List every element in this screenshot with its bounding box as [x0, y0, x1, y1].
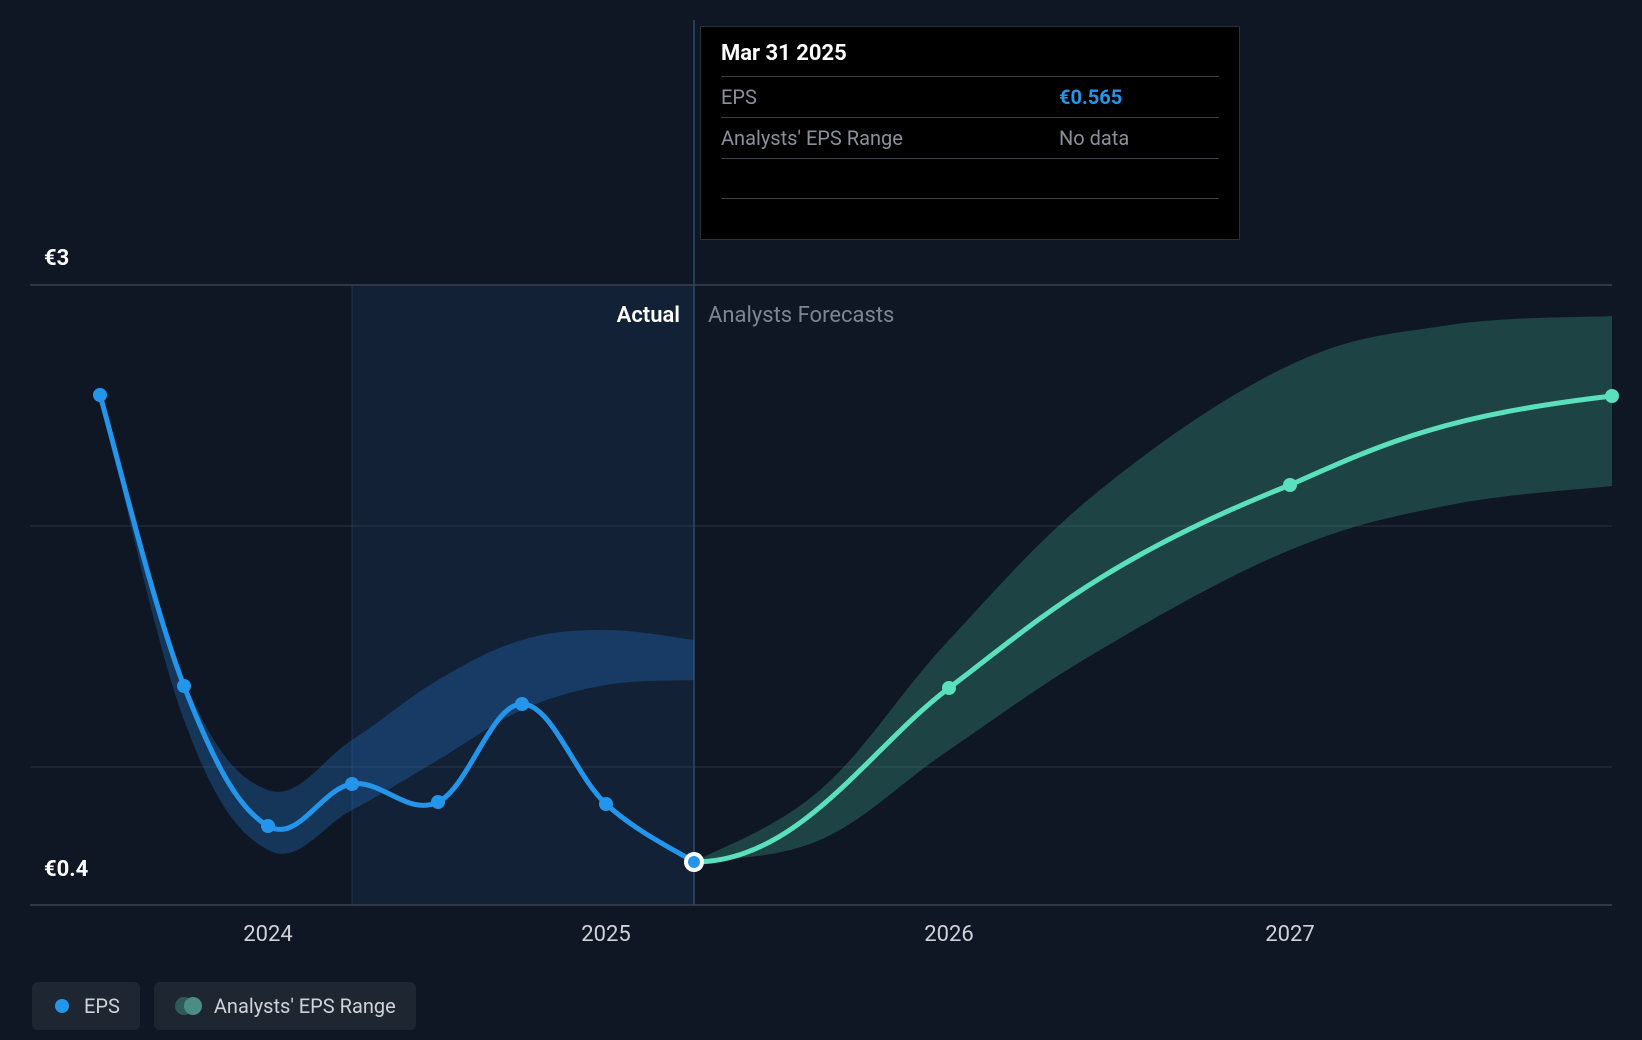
svg-text:2026: 2026	[924, 922, 973, 947]
tooltip-row: EPS€0.565	[721, 77, 1219, 118]
band-icon	[174, 996, 202, 1016]
dot-icon	[52, 996, 72, 1016]
chart-tooltip: Mar 31 2025 EPS€0.565Analysts' EPS Range…	[700, 26, 1240, 240]
eps-chart: Actual Analysts Forecasts €3 €0.4 2024 2025 20…	[0, 0, 1642, 1040]
legend-item-label: EPS	[84, 994, 120, 1018]
tooltip-row: Analysts' EPS RangeNo data	[721, 118, 1219, 159]
tooltip-row-label: Analysts' EPS Range	[721, 126, 1059, 150]
tooltip-date: Mar 31 2025	[721, 41, 1219, 77]
tooltip-row-value: €0.565	[1059, 85, 1219, 109]
svg-text:2027: 2027	[1265, 922, 1314, 947]
legend-item[interactable]: Analysts' EPS Range	[154, 982, 416, 1030]
tooltip-row-value: No data	[1059, 126, 1219, 150]
legend-item[interactable]: EPS	[32, 982, 140, 1030]
chart-legend: EPS Analysts' EPS Range	[32, 982, 416, 1030]
svg-text:2024: 2024	[243, 922, 292, 947]
svg-text:€0.4: €0.4	[44, 857, 89, 882]
svg-text:Actual: Actual	[617, 303, 680, 328]
legend-item-label: Analysts' EPS Range	[214, 994, 396, 1018]
svg-text:Analysts Forecasts: Analysts Forecasts	[708, 303, 894, 328]
svg-text:2025: 2025	[581, 922, 630, 947]
tooltip-row-label: EPS	[721, 85, 1059, 109]
svg-text:€3: €3	[44, 246, 69, 271]
